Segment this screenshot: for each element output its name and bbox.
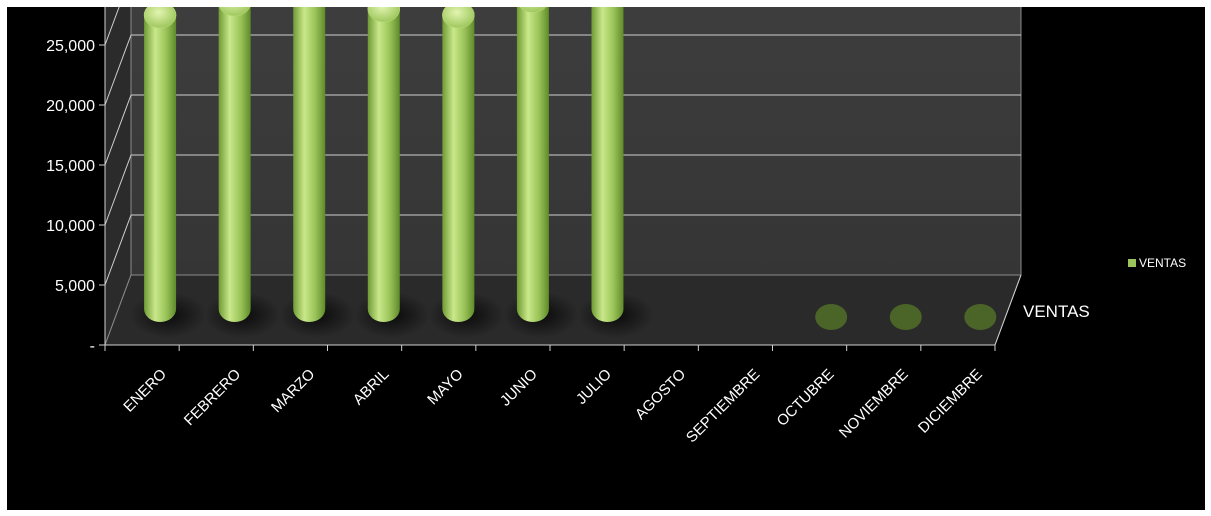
bar-marzo (279, 7, 356, 338)
bar-diciembre (964, 304, 997, 330)
bar-cap (219, 7, 251, 17)
depth-axis: VENTAS (1023, 302, 1090, 321)
bar-body (218, 7, 251, 322)
bar-cap (442, 7, 475, 29)
chart-axes (99, 7, 1022, 351)
depth-axis-line (994, 274, 1022, 346)
side-gridline (104, 7, 120, 46)
x-tick-label: OCTUBRE (774, 366, 838, 430)
bar-body (293, 7, 326, 322)
x-tick-label: ENERO (120, 366, 170, 416)
bar-cap (367, 7, 401, 23)
side-gridline (104, 94, 132, 166)
x-tick-label: MAYO (424, 366, 466, 408)
legend: VENTAS (1128, 256, 1186, 270)
side-gridline (104, 214, 132, 286)
bar-cap-empty (815, 304, 848, 330)
bar-cap (519, 7, 547, 13)
x-tick-label: JULIO (573, 366, 615, 408)
y-tick-label: - (90, 338, 95, 355)
bar-cap (143, 7, 177, 29)
bar-noviembre (889, 304, 922, 330)
x-axis-labels: ENERO FEBRERO MARZO ABRIL MAYO JUNIO JULIO AGOS… (120, 366, 986, 446)
x-tick-label: NOVIEMBRE (836, 366, 912, 442)
back-wall (130, 7, 1022, 276)
y-tick-label: 5,000 (55, 278, 95, 295)
y-tick-label: 15,000 (46, 158, 95, 175)
bar-febrero (204, 7, 281, 338)
bar-body (516, 7, 549, 322)
bar-abril (353, 7, 430, 338)
bar-cap-empty (889, 304, 922, 330)
bar-junio (502, 7, 579, 338)
y-tick-label: 20,000 (46, 98, 95, 115)
side-gridline (104, 154, 132, 226)
y-tick-label: 10,000 (46, 218, 95, 235)
x-tick-label: ABRIL (350, 366, 393, 409)
x-tick-label: FEBRERO (181, 366, 244, 429)
x-tick-label: AGOSTO (632, 366, 689, 423)
depth-axis-label: VENTAS (1023, 302, 1090, 321)
y-tick-label: 25,000 (46, 38, 95, 55)
bar-body (591, 7, 624, 322)
x-tick-label: MARZO (268, 366, 318, 416)
side-gridline (104, 34, 132, 106)
x-tick-label: DICIEMBRE (915, 366, 986, 437)
bar-octubre (815, 304, 848, 330)
bar-body (144, 15, 177, 322)
bar-body (367, 9, 400, 322)
legend-swatch (1128, 259, 1136, 267)
x-tick-label: JUNIO (497, 366, 541, 410)
bar-enero (130, 7, 207, 338)
gridlines (104, 7, 1021, 286)
legend-label: VENTAS (1139, 256, 1186, 270)
bar-cap-empty (964, 304, 997, 330)
x-tick-label: SEPTIEMBRE (683, 366, 763, 446)
bar-mayo (428, 7, 505, 338)
bar-series (130, 7, 997, 338)
bar-julio (577, 7, 654, 338)
bar-body (442, 15, 475, 322)
